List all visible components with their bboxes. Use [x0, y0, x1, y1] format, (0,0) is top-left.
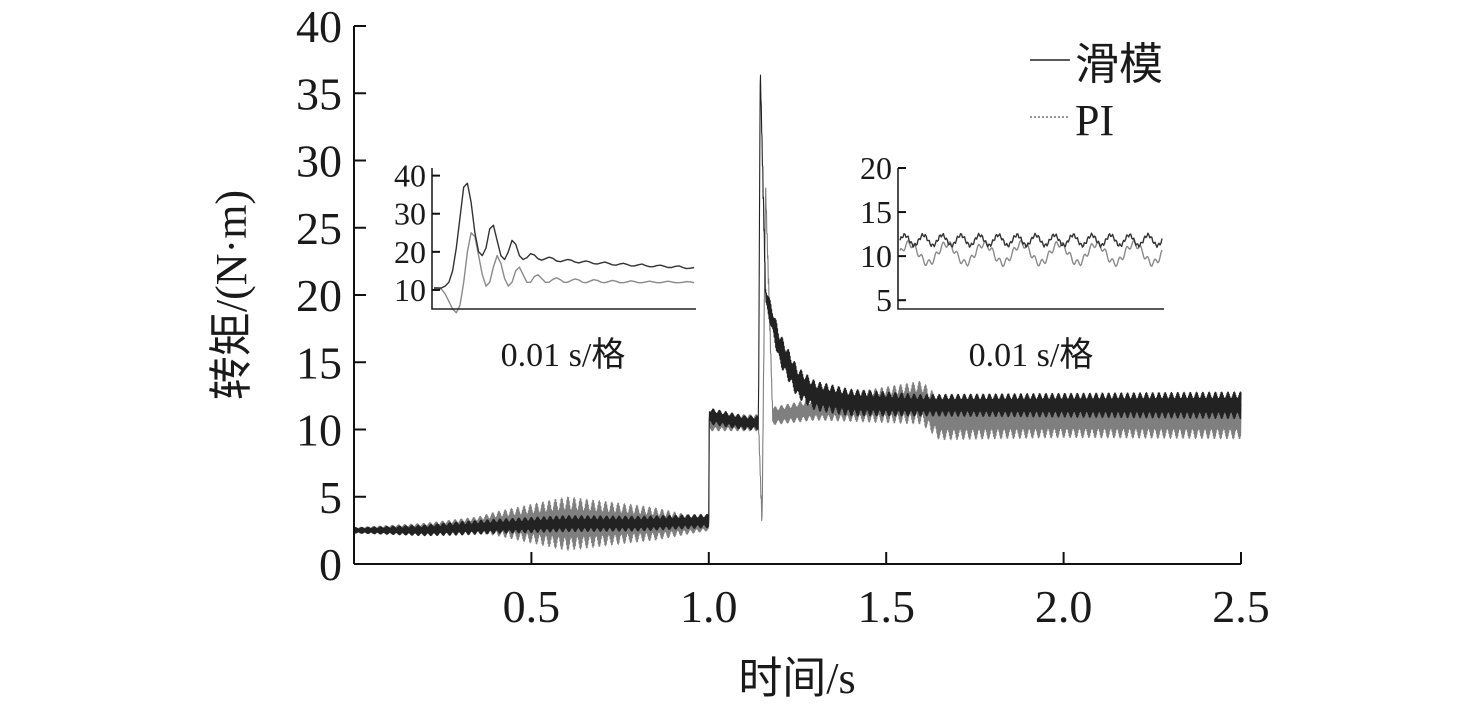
- inset-left-line-pi: [434, 232, 695, 314]
- y-tick-label: 40: [296, 1, 342, 52]
- y-tick-group: 0 5 10 15 20 25 30 35 40: [296, 1, 366, 590]
- y-tick-label: 5: [319, 472, 342, 523]
- y-tick-label: 20: [296, 270, 342, 321]
- inset-right-line-sliding-mode: [899, 232, 1163, 248]
- x-tick-label: 0.5: [503, 581, 561, 632]
- inset-left-series-group: [434, 182, 695, 314]
- inset-y-tick-label: 20: [394, 234, 426, 270]
- inset-y-tick-label: 10: [394, 272, 426, 308]
- legend: 滑模 PI: [1030, 40, 1163, 145]
- inset-right-series-group: [899, 232, 1163, 268]
- inset-right-line-pi: [899, 239, 1163, 268]
- inset-y-tick-label: 15: [860, 194, 892, 230]
- inset-left-axes: [431, 168, 696, 310]
- legend-label-sliding-mode: 滑模: [1075, 40, 1163, 89]
- y-tick-label: 10: [296, 405, 342, 456]
- inset-right-x-label: 0.01 s/格: [969, 336, 1094, 374]
- x-axis-label: 时间/s: [738, 654, 855, 703]
- y-tick-label: 0: [319, 539, 342, 590]
- legend-label-pi: PI: [1075, 96, 1114, 145]
- inset-y-tick-label: 20: [860, 150, 892, 186]
- x-tick-label: 1.0: [680, 581, 738, 632]
- inset-y-tick-label: 40: [394, 158, 426, 194]
- x-tick-group: 0.5 1.0 1.5 2.0 2.5: [503, 552, 1270, 632]
- inset-y-tick-label: 30: [394, 196, 426, 232]
- y-tick-label: 15: [296, 337, 342, 388]
- y-tick-label: 25: [296, 203, 342, 254]
- y-tick-label: 30: [296, 136, 342, 187]
- x-tick-label: 1.5: [857, 581, 915, 632]
- x-tick-label: 2.5: [1212, 581, 1270, 632]
- inset-right: 5 10 15 20 0.01 s/格: [860, 150, 1164, 374]
- y-tick-label: 35: [296, 68, 342, 119]
- x-tick-label: 2.0: [1035, 581, 1093, 632]
- inset-left-line-sliding-mode: [434, 182, 695, 289]
- series-line-sliding-mode: [353, 74, 1242, 537]
- inset-y-tick-label: 10: [860, 238, 892, 274]
- inset-y-tick-label: 5: [876, 282, 892, 318]
- inset-right-axes: [897, 168, 1164, 310]
- main-plot: 0 5 10 15 20 25 30 35 40 0.5 1.0 1.5 2.0 2.5 时间/s 转矩…: [207, 1, 1270, 703]
- y-axis-label: 转矩/(N·m): [207, 190, 256, 400]
- inset-right-y-tick-group: 5 10 15 20: [860, 150, 906, 318]
- main-series-group: [353, 74, 1242, 551]
- inset-left-x-label: 0.01 s/格: [501, 336, 626, 374]
